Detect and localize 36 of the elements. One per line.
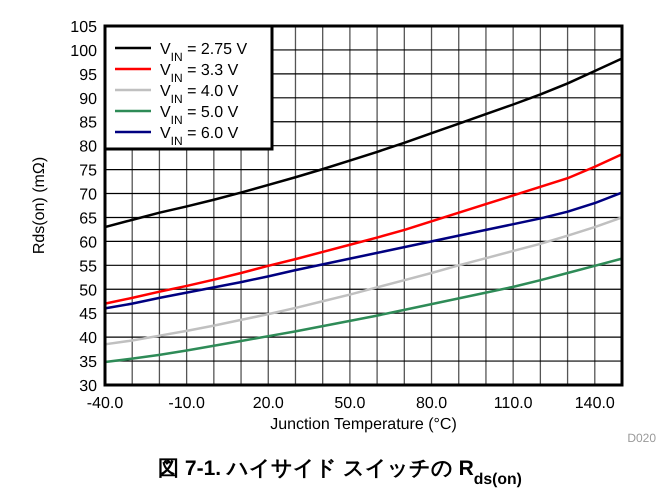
y-tick-label: 30	[79, 378, 98, 395]
x-tick-label: 110.0	[494, 395, 533, 412]
legend-label: V$_{IN}$ = 5.0 V	[160, 104, 239, 127]
y-tick-label: 70	[79, 186, 98, 204]
x-tick-label: 20.0	[252, 395, 284, 412]
text: D020	[627, 431, 656, 445]
y-axis-title: Rds(on) (mΩ)	[31, 156, 48, 254]
y-tick-label: 85	[79, 114, 98, 132]
y-tick-label: 105	[70, 19, 98, 36]
y-tick-label: 40	[79, 330, 98, 348]
legend-label: V$_{IN}$ = 4.0 V	[160, 83, 239, 106]
y-tick-label: 95	[79, 66, 98, 84]
y-tick-label: 80	[79, 138, 98, 156]
legend-label: V$_{IN}$ = 2.75 V	[160, 41, 248, 64]
y-tick-label: 100	[70, 42, 98, 60]
line-series	[104, 257, 624, 364]
y-tick-label: 65	[79, 210, 98, 228]
y-tick-label: 45	[79, 306, 98, 324]
y-tick-label: 90	[79, 90, 98, 108]
y-tick-label: 50	[79, 282, 98, 300]
line-series	[104, 216, 624, 346]
x-tick-label: 80.0	[416, 395, 448, 412]
x-tick-label: 50.0	[334, 395, 366, 412]
y-tick-label: 75	[79, 162, 98, 180]
line-series	[104, 153, 624, 305]
line-series	[104, 191, 624, 310]
y-tick-label: 35	[79, 354, 98, 372]
x-tick-label: -40.0	[86, 395, 124, 412]
legend-label: V$_{IN}$ = 3.3 V	[160, 62, 239, 85]
legend-label: V$_{IN}$ = 6.0 V	[160, 125, 239, 148]
y-tick-label: 60	[79, 234, 98, 252]
text: 図 7-1. ハイサイド スイッチの R$_{ds(on)}$	[158, 457, 522, 488]
x-axis-title: Junction Temperature (°C)	[270, 416, 457, 433]
x-tick-label: -10.0	[168, 395, 205, 412]
x-tick-label: 140.0	[574, 395, 615, 412]
y-tick-label: 55	[79, 258, 98, 276]
